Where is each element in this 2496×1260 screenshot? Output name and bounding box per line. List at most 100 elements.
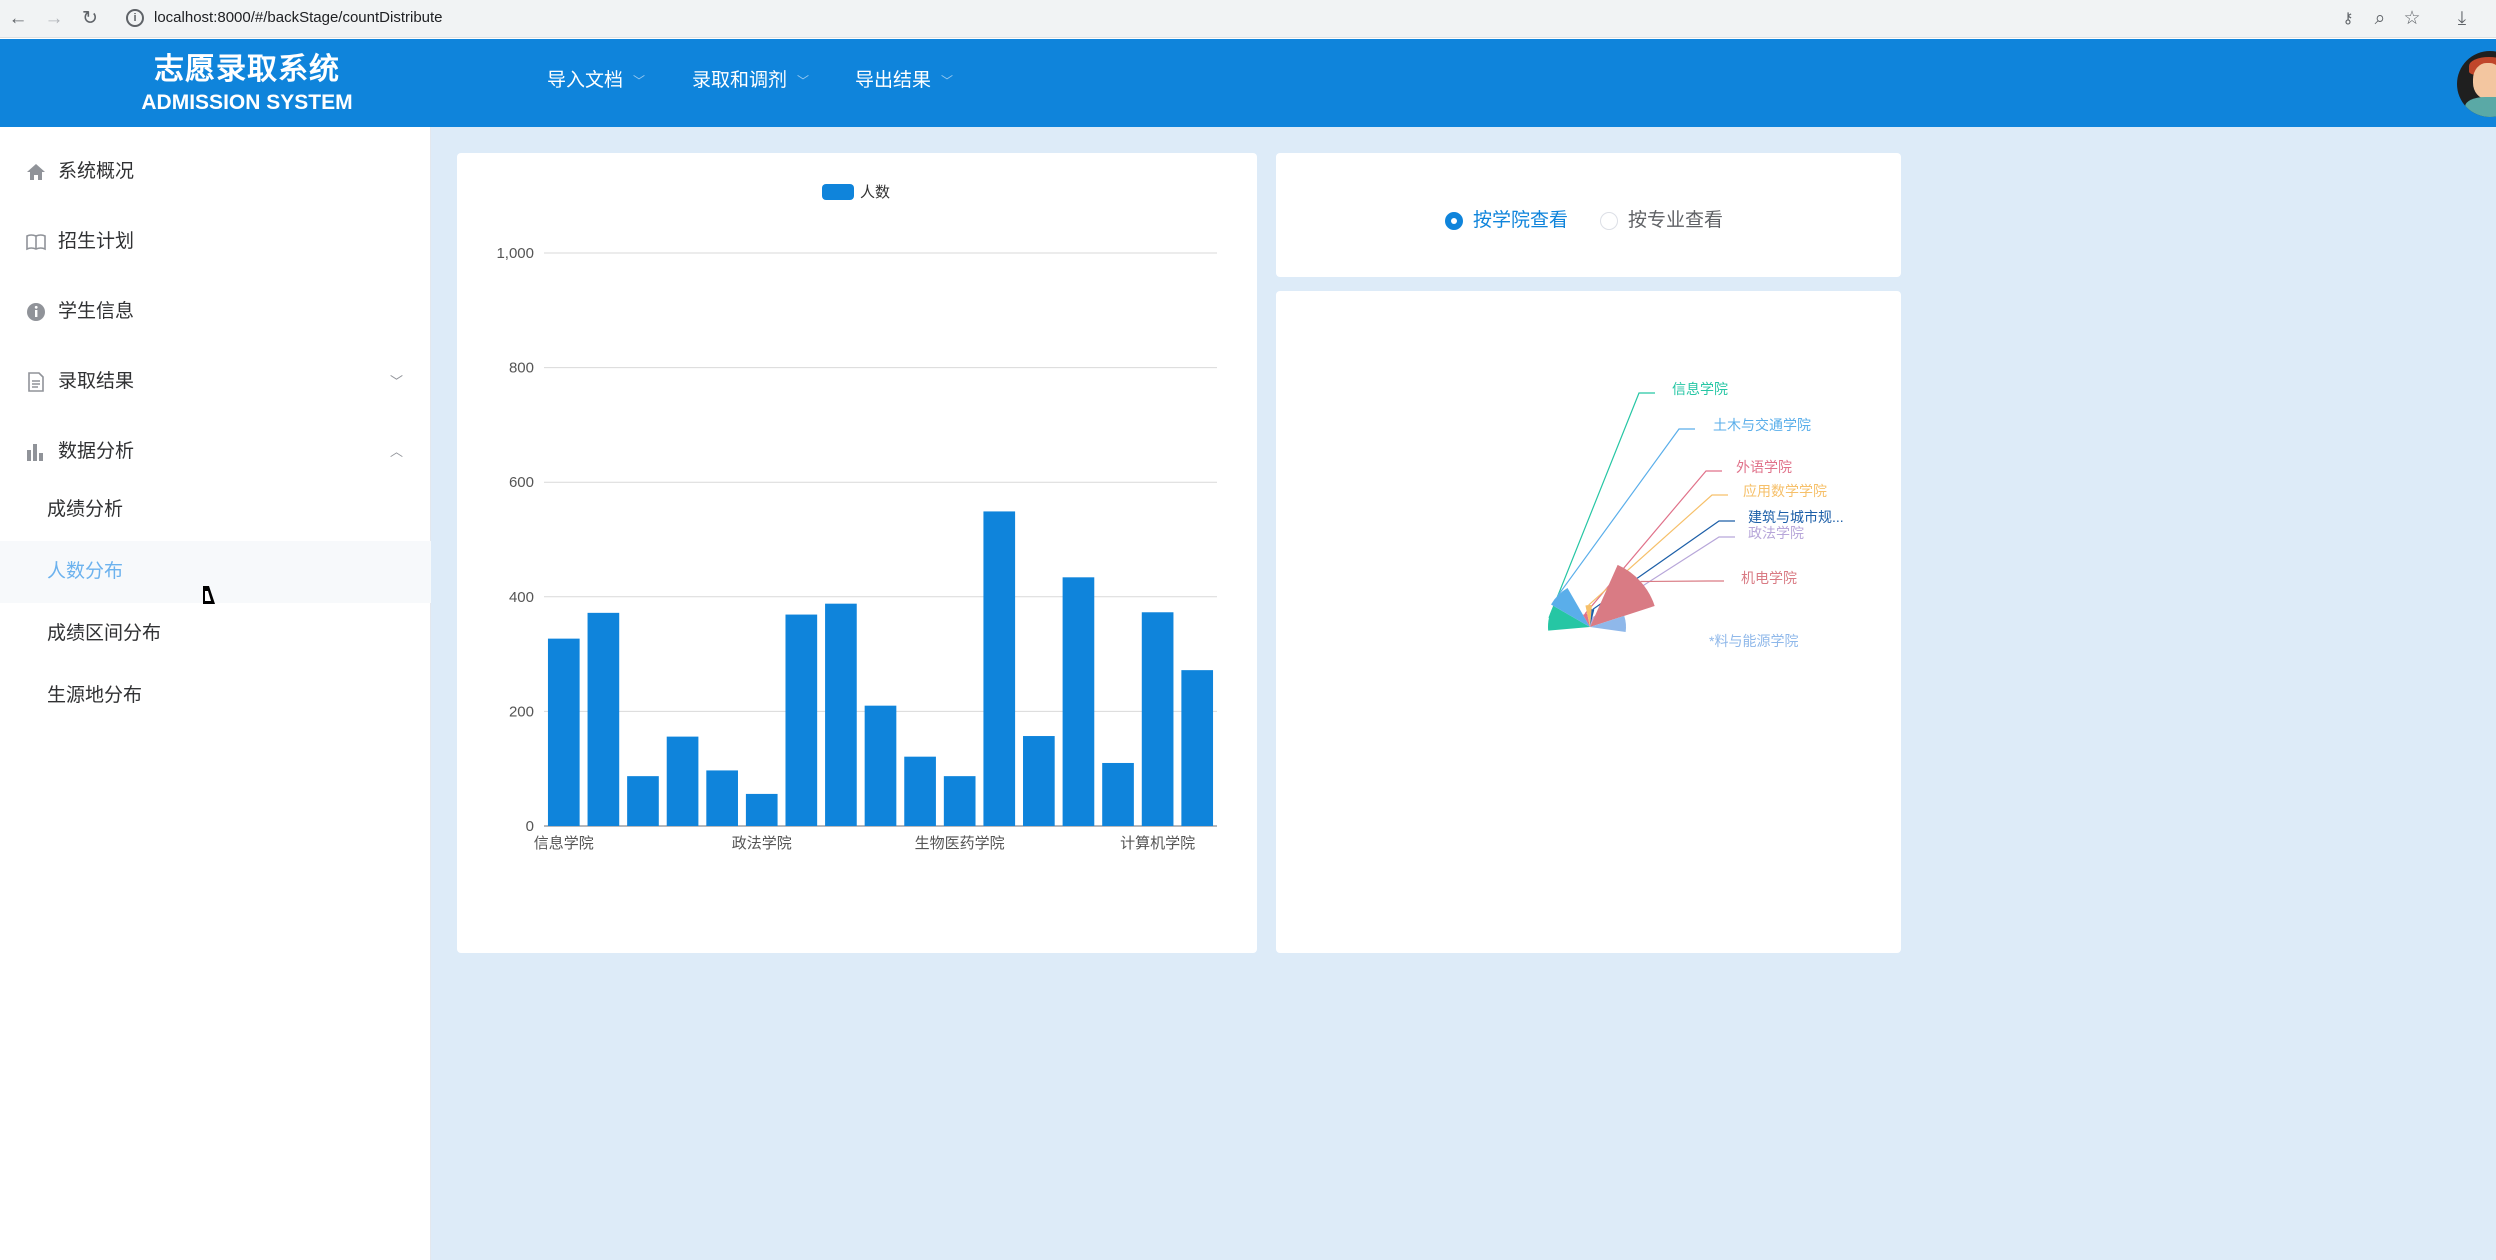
bar[interactable] <box>1062 577 1095 826</box>
sidebar-item-label: 学生信息 <box>58 301 135 322</box>
rose-slice[interactable] <box>1590 609 1595 627</box>
chevron-down-icon: ﹀ <box>633 74 646 88</box>
view-mode-card: 按学院查看 按专业查看 <box>1276 153 1901 277</box>
bar[interactable] <box>627 776 659 826</box>
forward-icon[interactable]: → <box>44 8 64 29</box>
password-key-icon[interactable]: ⚷ <box>2342 10 2354 27</box>
label-leader-line <box>1584 470 1722 615</box>
bar[interactable] <box>706 770 738 826</box>
rose-slice[interactable] <box>1548 606 1590 631</box>
sidebar-item-overview[interactable]: 系统概况 <box>0 137 431 207</box>
chevron-down-icon: ﹀ <box>797 74 810 88</box>
slice-label: 政法学院 <box>1748 525 1804 541</box>
sidebar-subitem-label: 成绩分析 <box>47 499 124 520</box>
sidebar-item-student-info[interactable]: 学生信息 <box>0 277 431 347</box>
y-tick-label: 0 <box>526 818 534 835</box>
legend-swatch <box>822 184 854 200</box>
browser-toolbar: ← → ↻ i localhost:8000/#/backStage/count… <box>0 0 2496 38</box>
legend: 人数 <box>822 184 890 201</box>
radio-dot <box>1445 212 1463 230</box>
sidebar-item-enroll-plan[interactable]: 招生计划 <box>0 207 431 277</box>
sidebar: 系统概况 招生计划 学生信息 录取结果 ﹀ 数据分析 ︿ 成绩分析 人数分布 成… <box>0 127 431 1260</box>
bar[interactable] <box>547 638 580 826</box>
bookmark-star-icon[interactable]: ☆ <box>2403 8 2421 29</box>
bar[interactable] <box>825 603 857 826</box>
download-icon[interactable]: ⤓ <box>2457 8 2467 29</box>
rose-slice[interactable] <box>1583 613 1590 627</box>
slice-label: 应用数学学院 <box>1743 483 1827 499</box>
bar-chart: 人数 0 200 400 600 800 1,000 信息学院 政法学院 生物医药学院 计算机学院 <box>496 184 1217 852</box>
y-tick-label: 400 <box>509 589 534 606</box>
book-icon <box>26 234 46 251</box>
rose-slice[interactable] <box>1590 615 1626 633</box>
legend-label: 人数 <box>860 184 890 201</box>
menu-export-results[interactable]: 导出结果 ﹀ <box>855 65 953 97</box>
bar[interactable] <box>983 511 1016 826</box>
slice-label: 机电学院 <box>1741 570 1797 586</box>
rose-slice[interactable] <box>1590 617 1595 627</box>
sidebar-subitem-score-analysis[interactable]: 成绩分析 <box>0 479 431 541</box>
label-leader-line <box>1588 494 1728 606</box>
sidebar-item-label: 数据分析 <box>58 441 135 462</box>
x-tick-label: 政法学院 <box>732 834 792 852</box>
bar-chart-icon <box>27 444 43 461</box>
sidebar-item-label: 招生计划 <box>58 231 135 252</box>
logo-subtitle: ADMISSION SYSTEM <box>141 91 353 114</box>
bar[interactable] <box>745 793 778 826</box>
document-icon <box>28 372 44 392</box>
rose-chart-card: 信息学院 土木与交通学院 外语学院 应用数学学院 建筑与城市规... 政法学院 机电学院 *料… <box>1276 291 1901 953</box>
sidebar-subitem-score-range[interactable]: 成绩区间分布 <box>0 603 431 665</box>
chevron-down-icon: ﹀ <box>389 374 403 389</box>
rose-slice[interactable] <box>1590 564 1655 627</box>
sidebar-item-admission-results[interactable]: 录取结果 ﹀ <box>0 347 431 417</box>
logo-title: 志愿录取系统 <box>154 53 340 86</box>
y-tick-label: 800 <box>509 360 534 377</box>
x-tick-label: 计算机学院 <box>1120 834 1195 852</box>
site-info-icon[interactable]: i <box>126 9 144 27</box>
home-icon <box>27 164 45 180</box>
chevron-up-icon: ︿ <box>389 444 403 459</box>
bar[interactable] <box>904 756 936 826</box>
bar[interactable] <box>1181 670 1214 826</box>
y-tick-label: 200 <box>509 703 534 720</box>
url-text[interactable]: localhost:8000/#/backStage/countDistribu… <box>154 9 443 26</box>
bar[interactable] <box>1023 736 1055 826</box>
sidebar-subitem-label: 成绩区间分布 <box>47 623 162 644</box>
bar[interactable] <box>785 614 818 826</box>
menu-label: 录取和调剂 <box>692 70 788 92</box>
sidebar-subitem-label: 人数分布 <box>47 561 124 582</box>
x-tick-label: 生物医药学院 <box>915 834 1005 852</box>
radio-label: 按学院查看 <box>1473 210 1569 231</box>
bar[interactable] <box>864 705 897 826</box>
bar-chart-card: 人数 0 200 400 600 800 1,000 信息学院 政法学院 生物医药学院 计算机学院 <box>457 153 1257 953</box>
bar[interactable] <box>587 612 620 826</box>
chevron-down-icon: ﹀ <box>941 74 954 88</box>
reload-icon[interactable]: ↻ <box>82 8 98 29</box>
rose-slice[interactable] <box>1585 605 1592 627</box>
sidebar-subitem-count-distribution[interactable]: 人数分布 <box>0 541 431 603</box>
sidebar-item-label: 录取结果 <box>58 371 135 392</box>
app-header: 志愿录取系统 ADMISSION SYSTEM 导入文档 ﹀ 录取和调剂 ﹀ 导出结… <box>0 39 2496 127</box>
menu-admission-adjust[interactable]: 录取和调剂 ﹀ <box>692 65 809 97</box>
rose-slice[interactable] <box>1551 588 1590 627</box>
address-bar[interactable] <box>112 3 2362 34</box>
menu-import-docs[interactable]: 导入文档 ﹀ <box>547 65 645 97</box>
label-leader-line <box>1557 428 1695 596</box>
sidebar-item-data-analysis[interactable]: 数据分析 ︿ <box>0 417 431 487</box>
label-leader-line <box>1548 392 1655 619</box>
menu-label: 导出结果 <box>855 70 932 92</box>
x-tick-label: 信息学院 <box>534 834 594 852</box>
bar[interactable] <box>666 736 699 826</box>
bar[interactable] <box>943 776 976 826</box>
zoom-icon[interactable]: ⌕ <box>2374 8 2386 29</box>
y-tick-label: 1,000 <box>496 245 534 262</box>
info-icon <box>27 303 45 321</box>
bar[interactable] <box>1141 612 1174 826</box>
sidebar-subitem-origin-distribution[interactable]: 生源地分布 <box>0 665 431 727</box>
bar[interactable] <box>1102 762 1134 826</box>
back-icon[interactable]: ← <box>8 8 28 29</box>
menu-label: 导入文档 <box>547 70 624 92</box>
radio-dot <box>1600 212 1618 230</box>
slice-label: 信息学院 <box>1672 381 1728 397</box>
